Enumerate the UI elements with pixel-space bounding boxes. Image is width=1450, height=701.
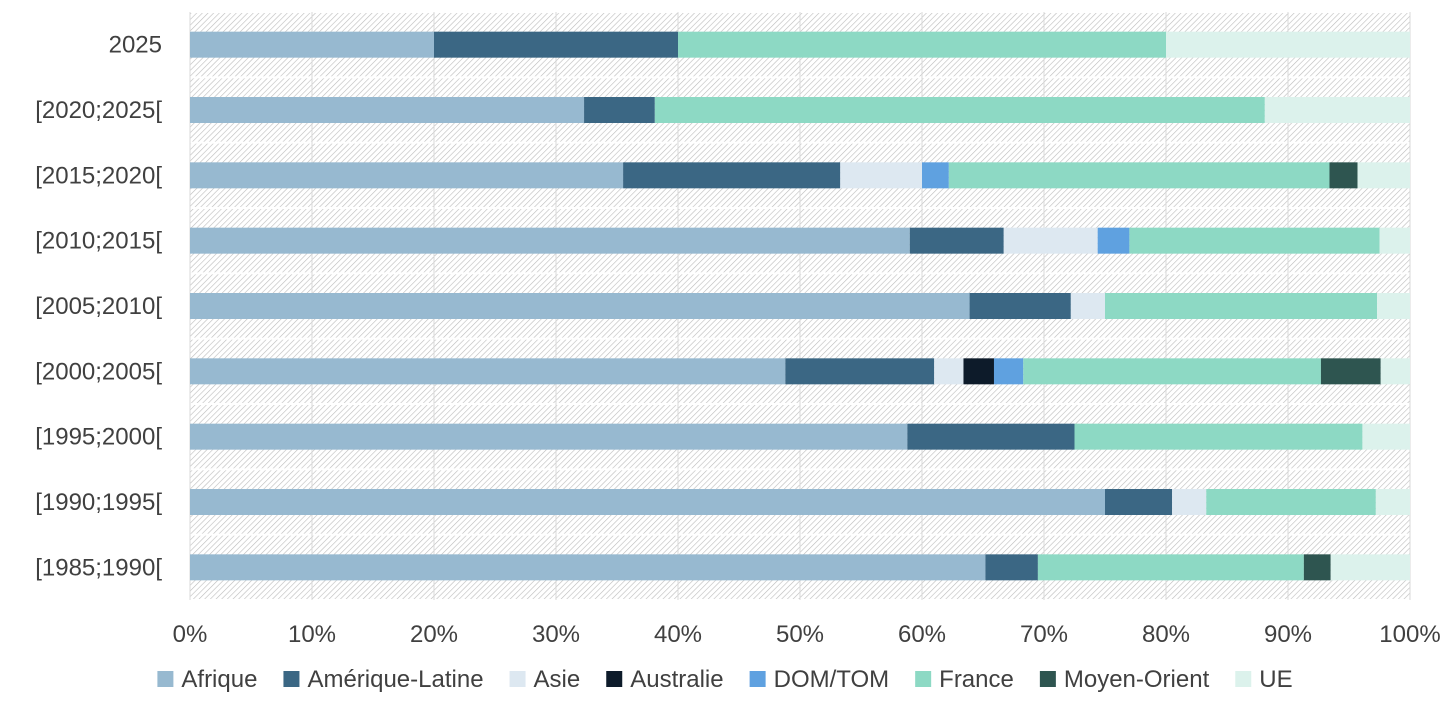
x-tick-label: 10% xyxy=(288,621,336,648)
y-tick-label: [1985;1990[ xyxy=(35,554,162,581)
bar-segment xyxy=(934,358,964,385)
bar-segment xyxy=(993,358,1024,385)
bar-segment xyxy=(1105,293,1378,319)
y-tick-label: [1995;2000[ xyxy=(35,424,162,451)
y-tick-label: [1990;1995[ xyxy=(35,489,162,516)
bar-segment xyxy=(1303,554,1331,581)
bar-segment xyxy=(969,293,1071,319)
y-tick-label: [2010;2015[ xyxy=(35,228,162,255)
bar-segment xyxy=(1357,162,1410,189)
x-tick-label: 50% xyxy=(776,621,824,648)
legend-swatch xyxy=(509,671,526,687)
bar-segment xyxy=(948,162,1330,189)
bar-segment xyxy=(1329,162,1358,189)
bar-segment xyxy=(1264,97,1410,123)
legend-swatch xyxy=(1235,671,1252,687)
bar-segment xyxy=(190,227,910,254)
legend-swatch xyxy=(157,671,174,687)
y-tick-label: 2025 xyxy=(109,32,162,59)
bar-segment xyxy=(190,97,585,123)
bar-segment xyxy=(654,97,1265,123)
bar-segment xyxy=(1320,358,1381,385)
bar-segment xyxy=(1206,489,1376,515)
bar-segment xyxy=(1023,358,1321,385)
bar-segment xyxy=(190,358,786,385)
y-tick-label: [2005;2010[ xyxy=(35,293,162,320)
bar-segment xyxy=(623,162,841,189)
bar-segment xyxy=(678,31,1166,58)
bar-segment xyxy=(1379,227,1410,254)
bar-segment xyxy=(190,554,986,581)
legend-swatch xyxy=(1039,671,1056,687)
legend-swatch xyxy=(749,671,766,687)
x-tick-label: 0% xyxy=(173,621,208,648)
legend-label: Asie xyxy=(534,666,581,693)
legend-label: UE xyxy=(1259,666,1292,693)
bar-segment xyxy=(785,358,935,385)
legend-label: Moyen-Orient xyxy=(1064,666,1210,693)
bar-segment xyxy=(1166,31,1410,58)
x-tick-label: 20% xyxy=(410,621,458,648)
y-tick-label: [2000;2005[ xyxy=(35,358,162,385)
bar-segment xyxy=(1074,423,1363,450)
x-tick-label: 80% xyxy=(1142,621,1190,648)
bar-segment xyxy=(190,31,434,58)
x-tick-label: 60% xyxy=(898,621,946,648)
bar-segment xyxy=(1037,554,1304,581)
legend-swatch xyxy=(606,671,623,687)
legend-swatch xyxy=(283,671,300,687)
bar-segment xyxy=(1375,489,1410,515)
bar-segment xyxy=(1070,293,1105,319)
bar-segment xyxy=(434,31,678,58)
bar-segment xyxy=(1129,227,1380,254)
bar-segment xyxy=(909,227,1004,254)
x-tick-label: 40% xyxy=(654,621,702,648)
bar-segment xyxy=(1105,489,1173,515)
bar-segment xyxy=(1377,293,1410,319)
bar-segment xyxy=(190,489,1105,515)
bar-segment xyxy=(190,423,908,450)
legend-label: Amérique-Latine xyxy=(307,666,483,693)
bar-segment xyxy=(840,162,922,189)
bar-segment xyxy=(1172,489,1207,515)
bar-segment xyxy=(922,162,949,189)
legend-swatch xyxy=(915,671,932,687)
x-tick-label: 70% xyxy=(1020,621,1068,648)
bar-segment xyxy=(907,423,1075,450)
x-tick-label: 30% xyxy=(532,621,580,648)
bar-segment xyxy=(963,358,994,385)
bar-segment xyxy=(190,162,624,189)
bar-segment xyxy=(190,293,970,319)
x-tick-label: 100% xyxy=(1379,621,1440,648)
legend-label: Afrique xyxy=(181,666,257,693)
legend-label: France xyxy=(939,666,1014,693)
y-tick-label: [2020;2025[ xyxy=(35,97,162,124)
bar-segment xyxy=(1003,227,1098,254)
bar-segment xyxy=(584,97,655,123)
bar-segment xyxy=(985,554,1038,581)
legend-label: Australie xyxy=(630,666,723,693)
bar-segment xyxy=(1097,227,1130,254)
x-tick-label: 90% xyxy=(1264,621,1312,648)
y-tick-label: [2015;2020[ xyxy=(35,162,162,189)
bar-segment xyxy=(1330,554,1410,581)
legend-label: DOM/TOM xyxy=(774,666,890,693)
bar-segment xyxy=(1380,358,1410,385)
bar-segment xyxy=(1362,423,1410,450)
